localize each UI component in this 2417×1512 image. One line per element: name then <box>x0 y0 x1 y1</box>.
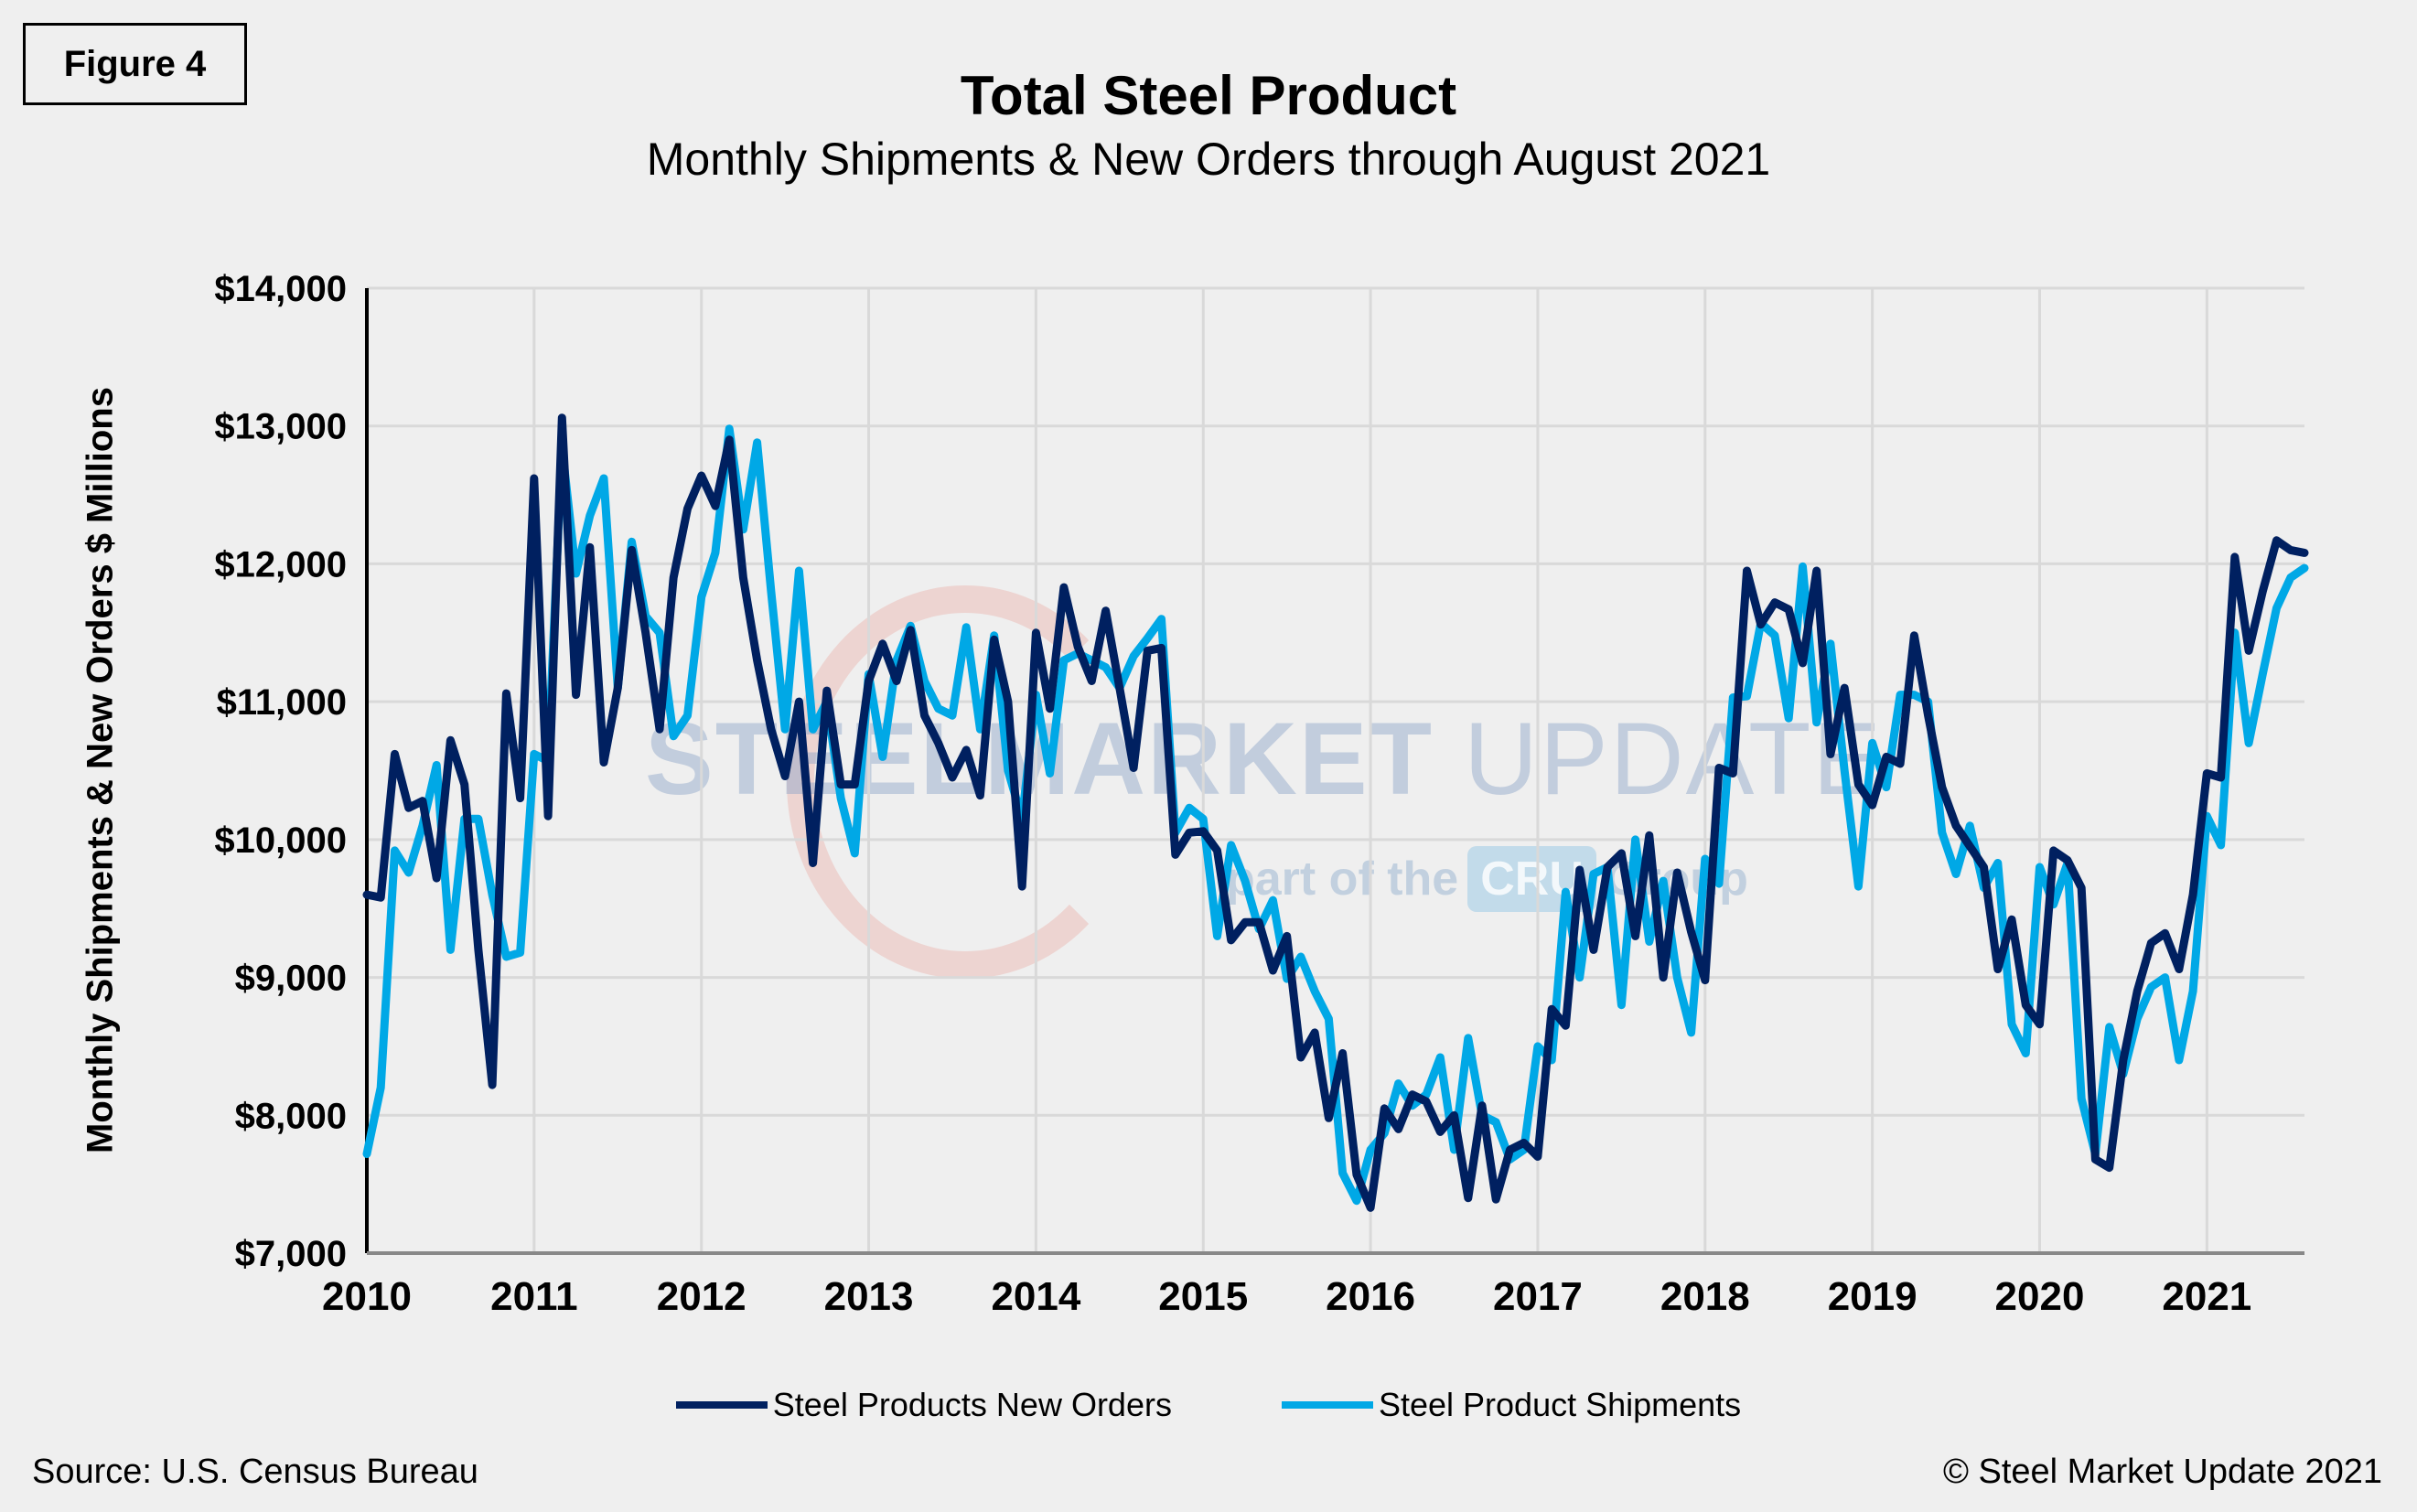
x-tick-label: 2010 <box>322 1274 412 1319</box>
legend-item-new-orders: Steel Products New Orders <box>675 1386 1172 1424</box>
series-line-new-orders <box>362 413 2309 1212</box>
y-tick-label: $13,000 <box>214 407 347 447</box>
x-tick-label: 2013 <box>824 1274 914 1319</box>
x-tick-label: 2015 <box>1158 1274 1248 1319</box>
x-tick-label: 2019 <box>1828 1274 1917 1319</box>
legend-swatch-new-orders <box>675 1401 768 1409</box>
figure-label: Figure 4 <box>23 23 247 105</box>
x-tick-label: 2016 <box>1326 1274 1415 1319</box>
y-tick-label: $7,000 <box>235 1234 347 1274</box>
x-tick-label: 2017 <box>1493 1274 1583 1319</box>
y-tick-label: $10,000 <box>214 820 347 861</box>
chart-subtitle: Monthly Shipments & New Orders through A… <box>646 134 1771 185</box>
y-tick-label: $8,000 <box>235 1096 347 1136</box>
y-axis-title: Monthly Shipments & New Orders $ Million… <box>80 387 121 1153</box>
legend-label-shipments: Steel Product Shipments <box>1378 1386 1742 1423</box>
legend-item-shipments: Steel Product Shipments <box>1281 1386 1742 1424</box>
x-tick-label: 2020 <box>1995 1274 2085 1319</box>
legend-swatch-shipments <box>1281 1401 1373 1409</box>
x-tick-label: 2018 <box>1660 1274 1750 1319</box>
copyright-note: © Steel Market Update 2021 <box>1942 1453 2382 1491</box>
source-note: Source: U.S. Census Bureau <box>32 1453 478 1491</box>
legend-label-new-orders: Steel Products New Orders <box>772 1386 1172 1423</box>
legend: Steel Products New Orders Steel Product … <box>0 1386 2417 1424</box>
x-tick-label: 2011 <box>490 1274 577 1319</box>
x-tick-label: 2014 <box>991 1274 1080 1319</box>
chart-title: Total Steel Product <box>960 65 1457 126</box>
y-tick-label: $9,000 <box>235 959 347 999</box>
y-tick-label: $11,000 <box>217 682 347 723</box>
x-tick-label: 2012 <box>657 1274 747 1319</box>
y-tick-label: $12,000 <box>214 544 347 584</box>
x-tick-label: 2021 <box>2162 1274 2251 1319</box>
y-tick-label: $14,000 <box>214 269 347 309</box>
